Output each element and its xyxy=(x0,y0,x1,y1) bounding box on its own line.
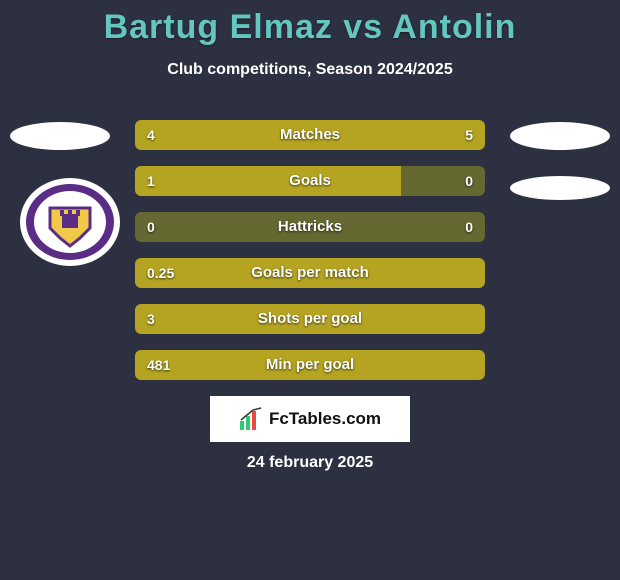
player-right-marker xyxy=(510,122,610,150)
fctables-icon xyxy=(239,407,263,431)
page-title: Bartug Elmaz vs Antolin xyxy=(0,0,620,47)
stat-row: Shots per goal3 xyxy=(135,304,485,334)
fctables-label: FcTables.com xyxy=(269,409,381,429)
club-badge-left xyxy=(20,178,120,266)
stat-value-left: 1 xyxy=(147,166,155,196)
stat-row: Goals1 0 xyxy=(135,166,485,196)
stat-row: Goals per match0.25 xyxy=(135,258,485,288)
stat-value-left: 3 xyxy=(147,304,155,334)
stat-value-left: 0.25 xyxy=(147,258,174,288)
stat-label: Hattricks xyxy=(135,212,485,242)
club-badge-right xyxy=(510,176,610,200)
stat-label: Matches xyxy=(135,120,485,150)
stat-label: Shots per goal xyxy=(135,304,485,334)
comparison-date: 24 february 2025 xyxy=(0,454,620,472)
stats-block: Matches45Goals10Hattricks00Goals per mat… xyxy=(135,120,485,396)
stat-label: Goals xyxy=(135,166,485,196)
player-left-marker xyxy=(10,122,110,150)
stat-value-left: 481 xyxy=(147,350,170,380)
stat-row: Hattricks0 0 xyxy=(135,212,485,242)
stat-row: Min per goal481 xyxy=(135,350,485,380)
stat-value-right: 0 xyxy=(465,166,473,196)
stat-label: Min per goal xyxy=(135,350,485,380)
stat-value-right: 0 xyxy=(465,212,473,242)
stat-value-left: 4 xyxy=(147,120,155,150)
stat-value-right: 5 xyxy=(465,120,473,150)
subtitle: Club competitions, Season 2024/2025 xyxy=(0,61,620,79)
comparison-card: Bartug Elmaz vs Antolin Club competition… xyxy=(0,0,620,580)
fctables-watermark: FcTables.com xyxy=(210,396,410,442)
stat-label: Goals per match xyxy=(135,258,485,288)
stat-row: Matches4 5 xyxy=(135,120,485,150)
stat-value-left: 0 xyxy=(147,212,155,242)
